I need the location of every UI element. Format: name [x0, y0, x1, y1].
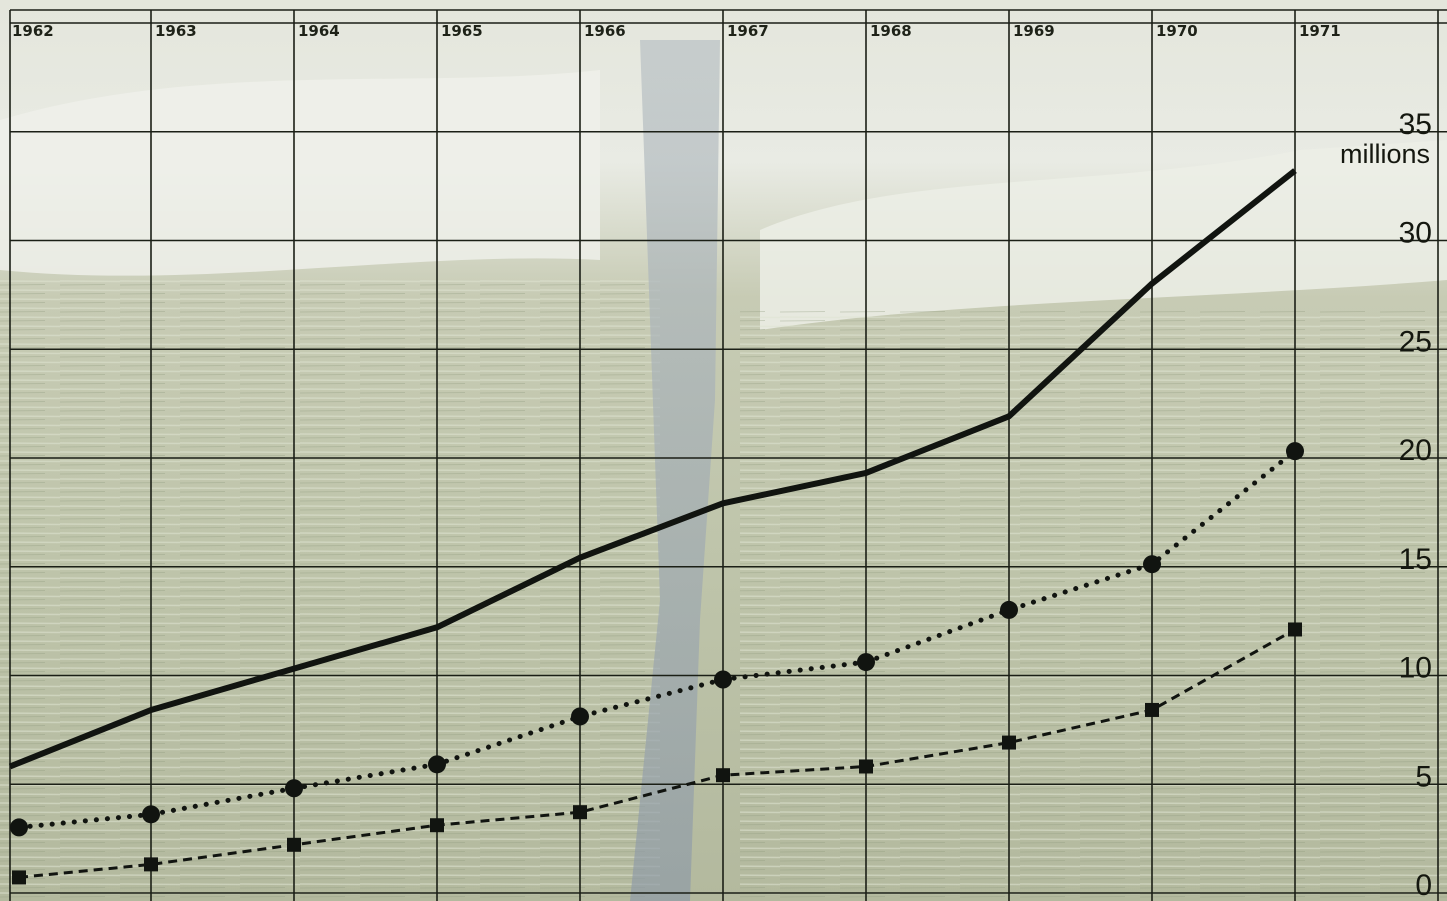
x-tick-label: 1971: [1299, 22, 1341, 40]
series-solid: [8, 168, 1297, 770]
x-tick-label: 1968: [870, 22, 912, 40]
x-tick-label: 1966: [584, 22, 626, 40]
x-tick-label: 1962: [12, 22, 54, 40]
y-tick-label: 5: [1415, 760, 1432, 793]
data-point-circle: [142, 805, 160, 824]
y-tick-label: 30: [1399, 217, 1432, 250]
data-point-square: [12, 870, 26, 885]
y-tick-label: 35: [1399, 108, 1432, 141]
axis-labels: 1962 1963 1964 1965 1966 1967 1968 1969 1970 1971…: [12, 22, 1432, 901]
y-tick-label: 20: [1399, 434, 1432, 467]
x-tick-label: 1963: [155, 22, 197, 40]
y-axis-unit-label: millions: [1340, 139, 1430, 169]
data-point-circle: [10, 818, 28, 837]
y-tick-label: 10: [1399, 652, 1432, 685]
x-tick-label: 1969: [1013, 22, 1055, 40]
data-series: [8, 168, 1304, 885]
data-point-circle: [1286, 442, 1304, 461]
series-line-dashed: [18, 628, 1296, 879]
data-point-circle: [285, 779, 303, 798]
data-point-square: [144, 857, 158, 872]
data-point-square: [716, 768, 730, 783]
x-tick-label: 1970: [1156, 22, 1198, 40]
y-tick-label: 0: [1415, 869, 1432, 901]
data-point-square: [1145, 702, 1159, 717]
series-line-solid: [8, 168, 1297, 770]
x-tick-label: 1964: [298, 22, 340, 40]
data-point-square: [430, 818, 444, 833]
data-point-circle: [714, 670, 732, 689]
data-point-square: [1288, 622, 1302, 637]
data-point-circle: [1143, 555, 1161, 574]
data-point-square: [573, 805, 587, 820]
data-point-circle: [857, 653, 875, 672]
data-point-square: [287, 837, 301, 852]
data-point-square: [859, 759, 873, 774]
y-tick-label: 15: [1399, 543, 1432, 576]
data-point-circle: [1000, 600, 1018, 619]
data-point-circle: [571, 707, 589, 726]
x-tick-label: 1967: [727, 22, 769, 40]
series-dashed: [12, 622, 1302, 885]
data-point-circle: [428, 755, 446, 774]
x-tick-label: 1965: [441, 22, 483, 40]
series-dotted: [10, 442, 1304, 837]
y-tick-label: 25: [1399, 325, 1432, 358]
data-point-square: [1002, 735, 1016, 750]
